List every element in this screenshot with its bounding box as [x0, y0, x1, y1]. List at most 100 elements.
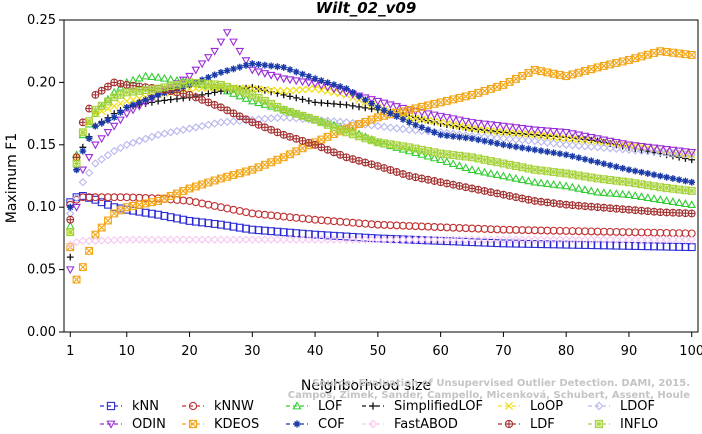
data-point-loop — [443, 119, 451, 128]
data-point-cof — [631, 167, 639, 175]
data-point-odin — [455, 116, 464, 125]
data-point-ldof — [166, 128, 175, 137]
data-point-lof — [235, 91, 245, 100]
data-point-ldof — [135, 136, 144, 145]
data-point-loop — [493, 127, 501, 136]
data-point-ldof — [266, 114, 276, 123]
data-point-cof — [468, 135, 476, 142]
data-point-fastabod — [386, 235, 395, 244]
legend-label: FastABOD — [394, 417, 458, 432]
data-point-lof — [166, 74, 176, 83]
x-tick-label: 1 — [66, 344, 74, 359]
data-point-ldf — [499, 190, 508, 199]
data-point-fastabod — [455, 235, 464, 244]
data-point-odin — [492, 122, 502, 130]
data-point-cof — [374, 103, 382, 111]
data-point-simplifiedlof — [248, 83, 256, 91]
data-point-fastabod — [687, 235, 696, 244]
data-point-odin — [586, 134, 596, 142]
data-point-ldf — [424, 175, 433, 184]
data-point-loop — [562, 134, 571, 143]
data-point-simplifiedlof — [682, 155, 689, 162]
data-point-odin — [630, 142, 640, 151]
data-point-ldof — [411, 126, 420, 135]
data-point-simplifiedlof — [305, 97, 313, 105]
data-point-cof — [437, 131, 445, 139]
data-point-cof — [399, 115, 407, 123]
data-point-lof — [605, 188, 615, 197]
data-point-knnw — [235, 206, 244, 215]
data-point-cof — [361, 96, 369, 104]
data-point-lof — [241, 94, 251, 102]
data-point-simplifiedlof — [437, 120, 445, 127]
data-point-kdeos — [687, 50, 696, 59]
data-point-fastabod — [185, 235, 194, 244]
data-point-simplifiedlof — [311, 98, 319, 106]
data-point-odin — [448, 115, 458, 124]
data-point-knnw — [229, 205, 238, 214]
data-point-cof — [481, 137, 488, 145]
data-point-fastabod — [379, 235, 389, 244]
data-point-lof — [624, 190, 634, 198]
data-point-odin — [536, 127, 546, 135]
data-point-fastabod — [348, 235, 357, 244]
data-point-cof — [531, 146, 539, 154]
legend-label: ODIN — [132, 417, 166, 432]
data-point-fastabod — [643, 235, 652, 244]
data-point-fastabod — [317, 235, 326, 244]
x-tick-label: 100 — [679, 344, 702, 359]
data-point-lof — [461, 163, 471, 172]
data-point-cof — [512, 143, 520, 151]
data-point-odin — [687, 149, 697, 157]
data-point-fastabod — [66, 240, 75, 249]
data-point-odin — [599, 136, 609, 145]
data-point-fastabod — [524, 235, 533, 244]
data-point-fastabod — [411, 235, 420, 244]
data-point-fastabod — [593, 235, 602, 244]
data-point-cof — [393, 112, 401, 120]
x-tick-label: 40 — [307, 344, 324, 359]
data-point-odin — [681, 148, 690, 157]
legend-label: LDF — [530, 417, 555, 432]
data-point-ldf — [235, 112, 244, 121]
data-point-fastabod — [662, 235, 671, 244]
data-point-fastabod — [361, 235, 370, 244]
data-point-knnw — [204, 200, 213, 209]
data-point-lof — [247, 96, 257, 105]
data-point-fastabod — [423, 235, 433, 244]
data-point-lof — [499, 171, 508, 180]
data-point-cof — [274, 63, 281, 71]
data-point-knnw — [216, 203, 225, 212]
data-point-ldof — [524, 136, 533, 145]
data-point-odin — [298, 78, 307, 87]
data-point-cof — [230, 65, 237, 73]
data-point-kdeos — [72, 275, 81, 284]
data-point-odin — [191, 66, 201, 75]
data-point-odin — [291, 77, 301, 86]
data-point-ldof — [153, 130, 163, 139]
data-point-lof — [147, 72, 157, 81]
data-point-odin — [285, 76, 295, 85]
data-point-fastabod — [480, 235, 489, 244]
data-point-loop — [455, 122, 464, 130]
data-point-cof — [525, 145, 532, 153]
data-point-cof — [142, 96, 150, 104]
data-point-fastabod — [329, 235, 339, 244]
data-point-simplifiedlof — [317, 99, 325, 107]
data-point-lof — [580, 185, 590, 193]
data-point-loop — [311, 84, 319, 93]
data-point-loop — [499, 128, 508, 137]
legend-item-inflo: INFLO — [588, 417, 658, 432]
data-point-loop — [267, 86, 276, 94]
data-point-odin — [499, 122, 508, 131]
data-point-fastabod — [549, 235, 558, 244]
data-point-ldf — [687, 209, 696, 218]
data-point-loop — [292, 86, 301, 94]
data-point-cof — [474, 136, 482, 144]
data-point-lof — [599, 188, 609, 196]
data-point-lof — [486, 168, 496, 177]
data-point-inflo — [66, 228, 75, 237]
legend-item-cof: COF — [286, 417, 345, 432]
data-point-ldof — [204, 120, 213, 130]
data-point-loop — [568, 135, 577, 143]
